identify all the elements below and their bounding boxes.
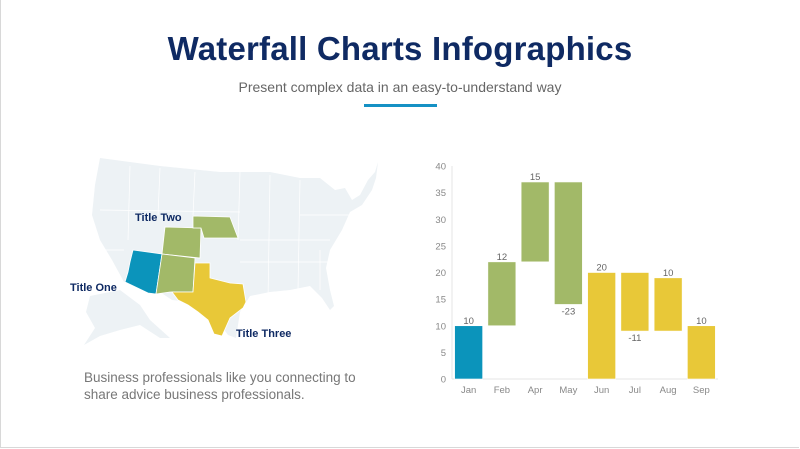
y-tick-label: 35 — [435, 188, 446, 199]
state-borders — [95, 165, 350, 301]
bar-jan — [454, 325, 483, 380]
bar-aug — [653, 277, 683, 332]
bar-jun — [587, 272, 616, 380]
y-tick-label: 10 — [435, 321, 446, 332]
map-label-title-one: Title One — [70, 282, 117, 294]
description-text: Business professionals like you connecti… — [84, 370, 356, 402]
y-tick-label: 5 — [441, 348, 446, 359]
bar-apr — [520, 181, 550, 263]
data-label: 12 — [497, 252, 508, 263]
title-underline — [364, 104, 437, 107]
bar-may — [554, 181, 583, 305]
alaska-shape — [84, 290, 170, 345]
data-label: 10 — [696, 316, 707, 327]
state-nebraska — [192, 215, 239, 239]
bar-sep — [687, 325, 716, 380]
data-label: -11 — [628, 333, 641, 344]
bar-feb — [487, 261, 517, 327]
bar-jul — [620, 272, 650, 332]
x-tick-label: May — [559, 385, 577, 396]
data-label: 10 — [663, 268, 674, 279]
page-subtitle: Present complex data in an easy-to-under… — [238, 79, 562, 95]
y-tick-label: 25 — [435, 241, 446, 252]
page-title: Waterfall Charts Infographics — [167, 30, 633, 67]
data-label: 10 — [463, 316, 474, 327]
y-tick-label: 30 — [435, 215, 446, 226]
data-label: 20 — [596, 263, 607, 274]
y-tick-label: 15 — [435, 295, 446, 306]
x-tick-label: Feb — [494, 385, 510, 396]
state-texas — [171, 262, 247, 337]
map-label-title-two: Title Two — [135, 212, 182, 224]
x-tick-label: Sep — [693, 385, 710, 396]
x-tick-label: Jan — [461, 385, 476, 396]
y-tick-label: 0 — [441, 375, 446, 386]
state-wyoming-colorado — [161, 226, 202, 259]
x-tick-label: Aug — [660, 385, 677, 396]
x-tick-label: Apr — [528, 385, 543, 396]
x-tick-label: Jun — [594, 385, 609, 396]
data-label: 15 — [530, 172, 541, 183]
map-label-title-three: Title Three — [236, 328, 292, 340]
data-label: -23 — [562, 306, 576, 317]
x-tick-label: Jul — [629, 385, 641, 396]
y-tick-label: 20 — [435, 268, 446, 279]
y-tick-label: 40 — [435, 162, 446, 173]
